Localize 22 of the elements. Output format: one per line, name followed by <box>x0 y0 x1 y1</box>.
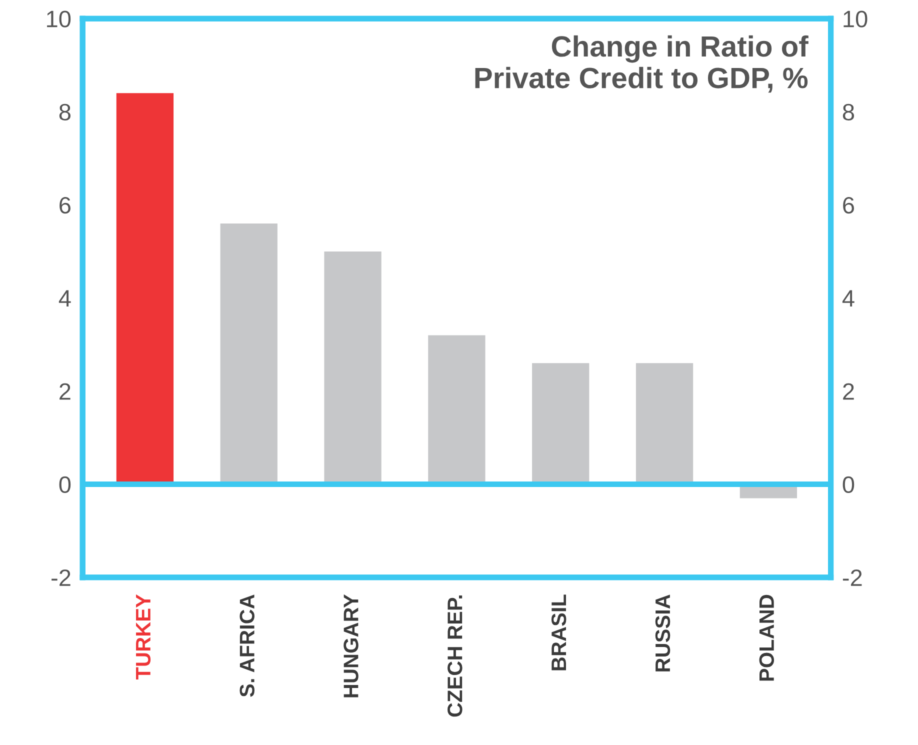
x-tick-label: HUNGARY <box>344 594 358 698</box>
y-tick-label: 2 <box>60 383 70 400</box>
x-tick-label: CZECH REP. <box>448 595 462 717</box>
x-tick-label: TURKEY <box>136 594 151 680</box>
y2-tick-label: 8 <box>842 104 854 121</box>
text: Change in Ratio of Private Credit to GDP, % <box>475 35 808 93</box>
x-tick-label: POLAND <box>759 594 774 681</box>
y2-tick-label: 6 <box>843 196 854 214</box>
y2-tick-label: -2 <box>842 569 862 586</box>
y-tick-label: 4 <box>58 290 71 307</box>
x-tick-label: RUSSIA <box>655 594 670 672</box>
y-tick-label: -2 <box>52 569 70 586</box>
x-tick-label: S. AFRICA <box>240 594 254 697</box>
x-tick-label: BRASIL <box>551 594 566 670</box>
y-tick-label: 8 <box>59 104 70 121</box>
y-tick-label: 0 <box>59 476 71 494</box>
y2-tick-label: 4 <box>842 290 854 307</box>
y2-tick-label: 10 <box>844 10 868 28</box>
y2-tick-label: 0 <box>842 476 854 494</box>
y2-tick-label: 2 <box>843 383 854 400</box>
y-tick-label: 10 <box>47 10 71 28</box>
y-tick-label: 6 <box>60 196 70 214</box>
